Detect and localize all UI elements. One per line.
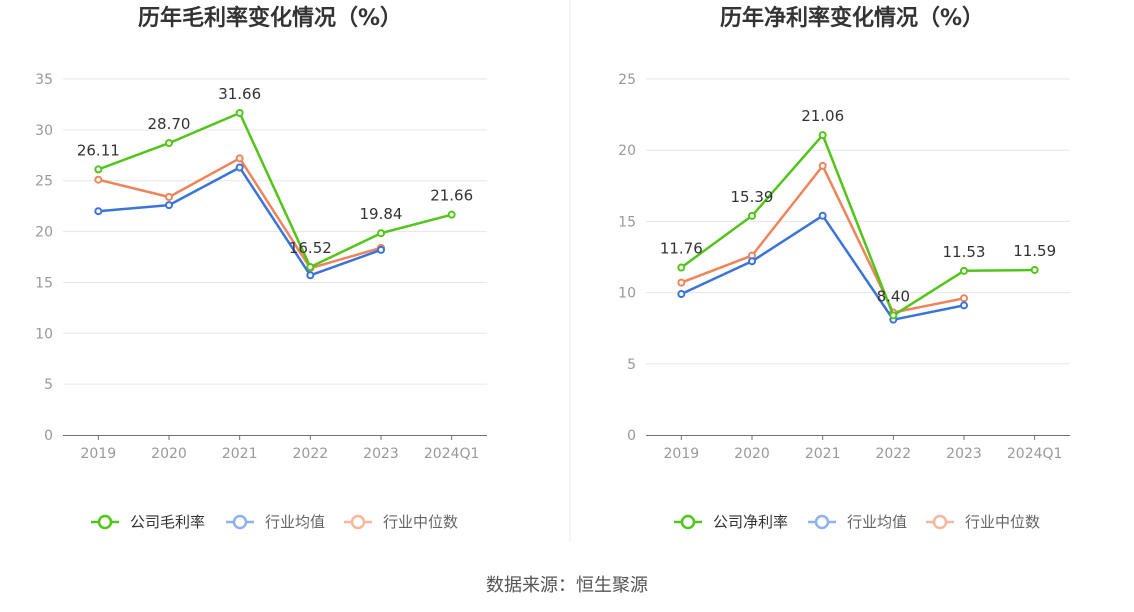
data-label-company: 31.66 (218, 85, 261, 103)
data-point-industry-mean (748, 257, 756, 266)
y-tick-label: 10 (618, 286, 636, 302)
legend-item-company[interactable]: 公司净利率 (674, 513, 788, 531)
y-tick-label: 20 (35, 225, 53, 241)
legend-label: 公司净利率 (713, 513, 788, 531)
data-point-industry-median (235, 154, 244, 163)
data-point-company (235, 108, 244, 117)
x-tick-label: 2022 (293, 446, 329, 462)
data-point-company (748, 211, 756, 220)
y-tick-label: 15 (618, 214, 636, 230)
data-point-industry-mean (960, 301, 968, 310)
data-point-industry-mean (306, 271, 315, 280)
legend-item-industry-mean[interactable]: 行业均值 (808, 513, 907, 531)
series-line-company (680, 133, 1036, 317)
y-tick-label: 30 (35, 123, 53, 139)
legend-item-company[interactable]: 公司毛利率 (91, 513, 205, 531)
legend-item-industry-median[interactable]: 行业中位数 (926, 513, 1040, 531)
data-point-company (1030, 265, 1039, 274)
x-tick-label: 2019 (664, 446, 700, 462)
legend-item-industry-mean[interactable]: 行业均值 (226, 513, 325, 531)
series-line-company (97, 111, 453, 269)
net-margin-chart: 历年净利率变化情况（%） 0 5 10 15 20 25 2019 2020 2021 2022 2… (618, 5, 1070, 531)
data-label-company: 26.11 (77, 141, 120, 159)
legend-label: 行业中位数 (965, 513, 1040, 531)
y-tick-label: 5 (44, 377, 53, 393)
x-tick-label: 2021 (222, 446, 258, 462)
x-tick-label: 2020 (734, 446, 770, 462)
data-point-company (165, 139, 173, 148)
data-point-company (306, 262, 315, 271)
y-tick-label: 25 (35, 174, 53, 190)
data-point-company (447, 210, 456, 219)
data-point-industry-mean (377, 245, 385, 254)
data-point-company (377, 229, 385, 238)
data-label-company: 11.53 (943, 243, 986, 261)
y-tick-label: 0 (44, 428, 53, 444)
data-label-company: 16.52 (289, 239, 332, 257)
x-tick-label: 2020 (151, 446, 187, 462)
series-line-industry-median (97, 157, 383, 270)
data-label-company: 15.39 (731, 188, 774, 206)
series-line-industry-median (680, 164, 966, 314)
data-point-company (960, 266, 968, 275)
y-tick-label: 35 (35, 72, 53, 88)
data-point-company (94, 165, 103, 174)
data-point-industry-median (165, 192, 173, 201)
x-tick-label: 2023 (946, 446, 982, 462)
data-point-industry-median (677, 278, 686, 287)
gross-margin-chart: 历年毛利率变化情况（%） 0 5 10 15 20 25 30 35 2019 2020 2021 2… (35, 5, 487, 531)
data-point-industry-median (94, 175, 103, 184)
data-point-industry-mean (235, 163, 244, 172)
x-tick-label: 2024Q1 (1007, 446, 1063, 462)
y-tick-label: 15 (35, 275, 53, 291)
y-tick-label: 0 (627, 428, 636, 444)
data-point-industry-median (818, 161, 827, 170)
data-point-company (677, 263, 686, 272)
y-tick-label: 25 (618, 72, 636, 88)
legend-label: 公司毛利率 (130, 513, 205, 531)
x-tick-label: 2023 (363, 446, 399, 462)
legend-label: 行业均值 (265, 513, 325, 531)
data-label-company: 11.59 (1013, 242, 1056, 260)
legend-item-industry-median[interactable]: 行业中位数 (344, 513, 458, 531)
x-tick-label: 2024Q1 (424, 446, 480, 462)
data-source-note: 数据来源：恒生聚源 (486, 575, 648, 596)
data-point-industry-mean (677, 290, 686, 299)
x-tick-label: 2021 (805, 446, 841, 462)
data-point-industry-mean (94, 207, 103, 216)
data-label-company: 11.76 (660, 240, 703, 258)
data-point-industry-median (960, 294, 968, 303)
net-margin-chart-title: 历年净利率变化情况（%） (720, 5, 984, 31)
data-label-company: 28.70 (148, 115, 191, 133)
legend-circle-icon (232, 514, 248, 530)
y-tick-label: 5 (627, 357, 636, 373)
data-point-industry-mean (818, 211, 827, 220)
x-tick-label: 2022 (876, 446, 912, 462)
data-label-company: 21.06 (801, 107, 844, 125)
data-label-company: 19.84 (360, 205, 403, 223)
data-label-company: 21.66 (430, 187, 473, 205)
data-point-company (889, 311, 898, 320)
data-point-company (818, 131, 827, 140)
legend-circle-icon (932, 514, 948, 530)
legend-circle-icon (97, 514, 113, 530)
legend-label: 行业均值 (847, 513, 907, 531)
x-tick-label: 2019 (81, 446, 117, 462)
gross-margin-chart-title: 历年毛利率变化情况（%） (138, 5, 402, 31)
legend-circle-icon (814, 514, 830, 530)
legend-label: 行业中位数 (383, 513, 458, 531)
y-tick-label: 10 (35, 326, 53, 342)
legend-circle-icon (680, 514, 696, 530)
legend-circle-icon (350, 514, 366, 530)
y-tick-label: 20 (618, 143, 636, 159)
data-label-company: 8.40 (877, 287, 910, 305)
data-point-industry-mean (165, 201, 173, 210)
